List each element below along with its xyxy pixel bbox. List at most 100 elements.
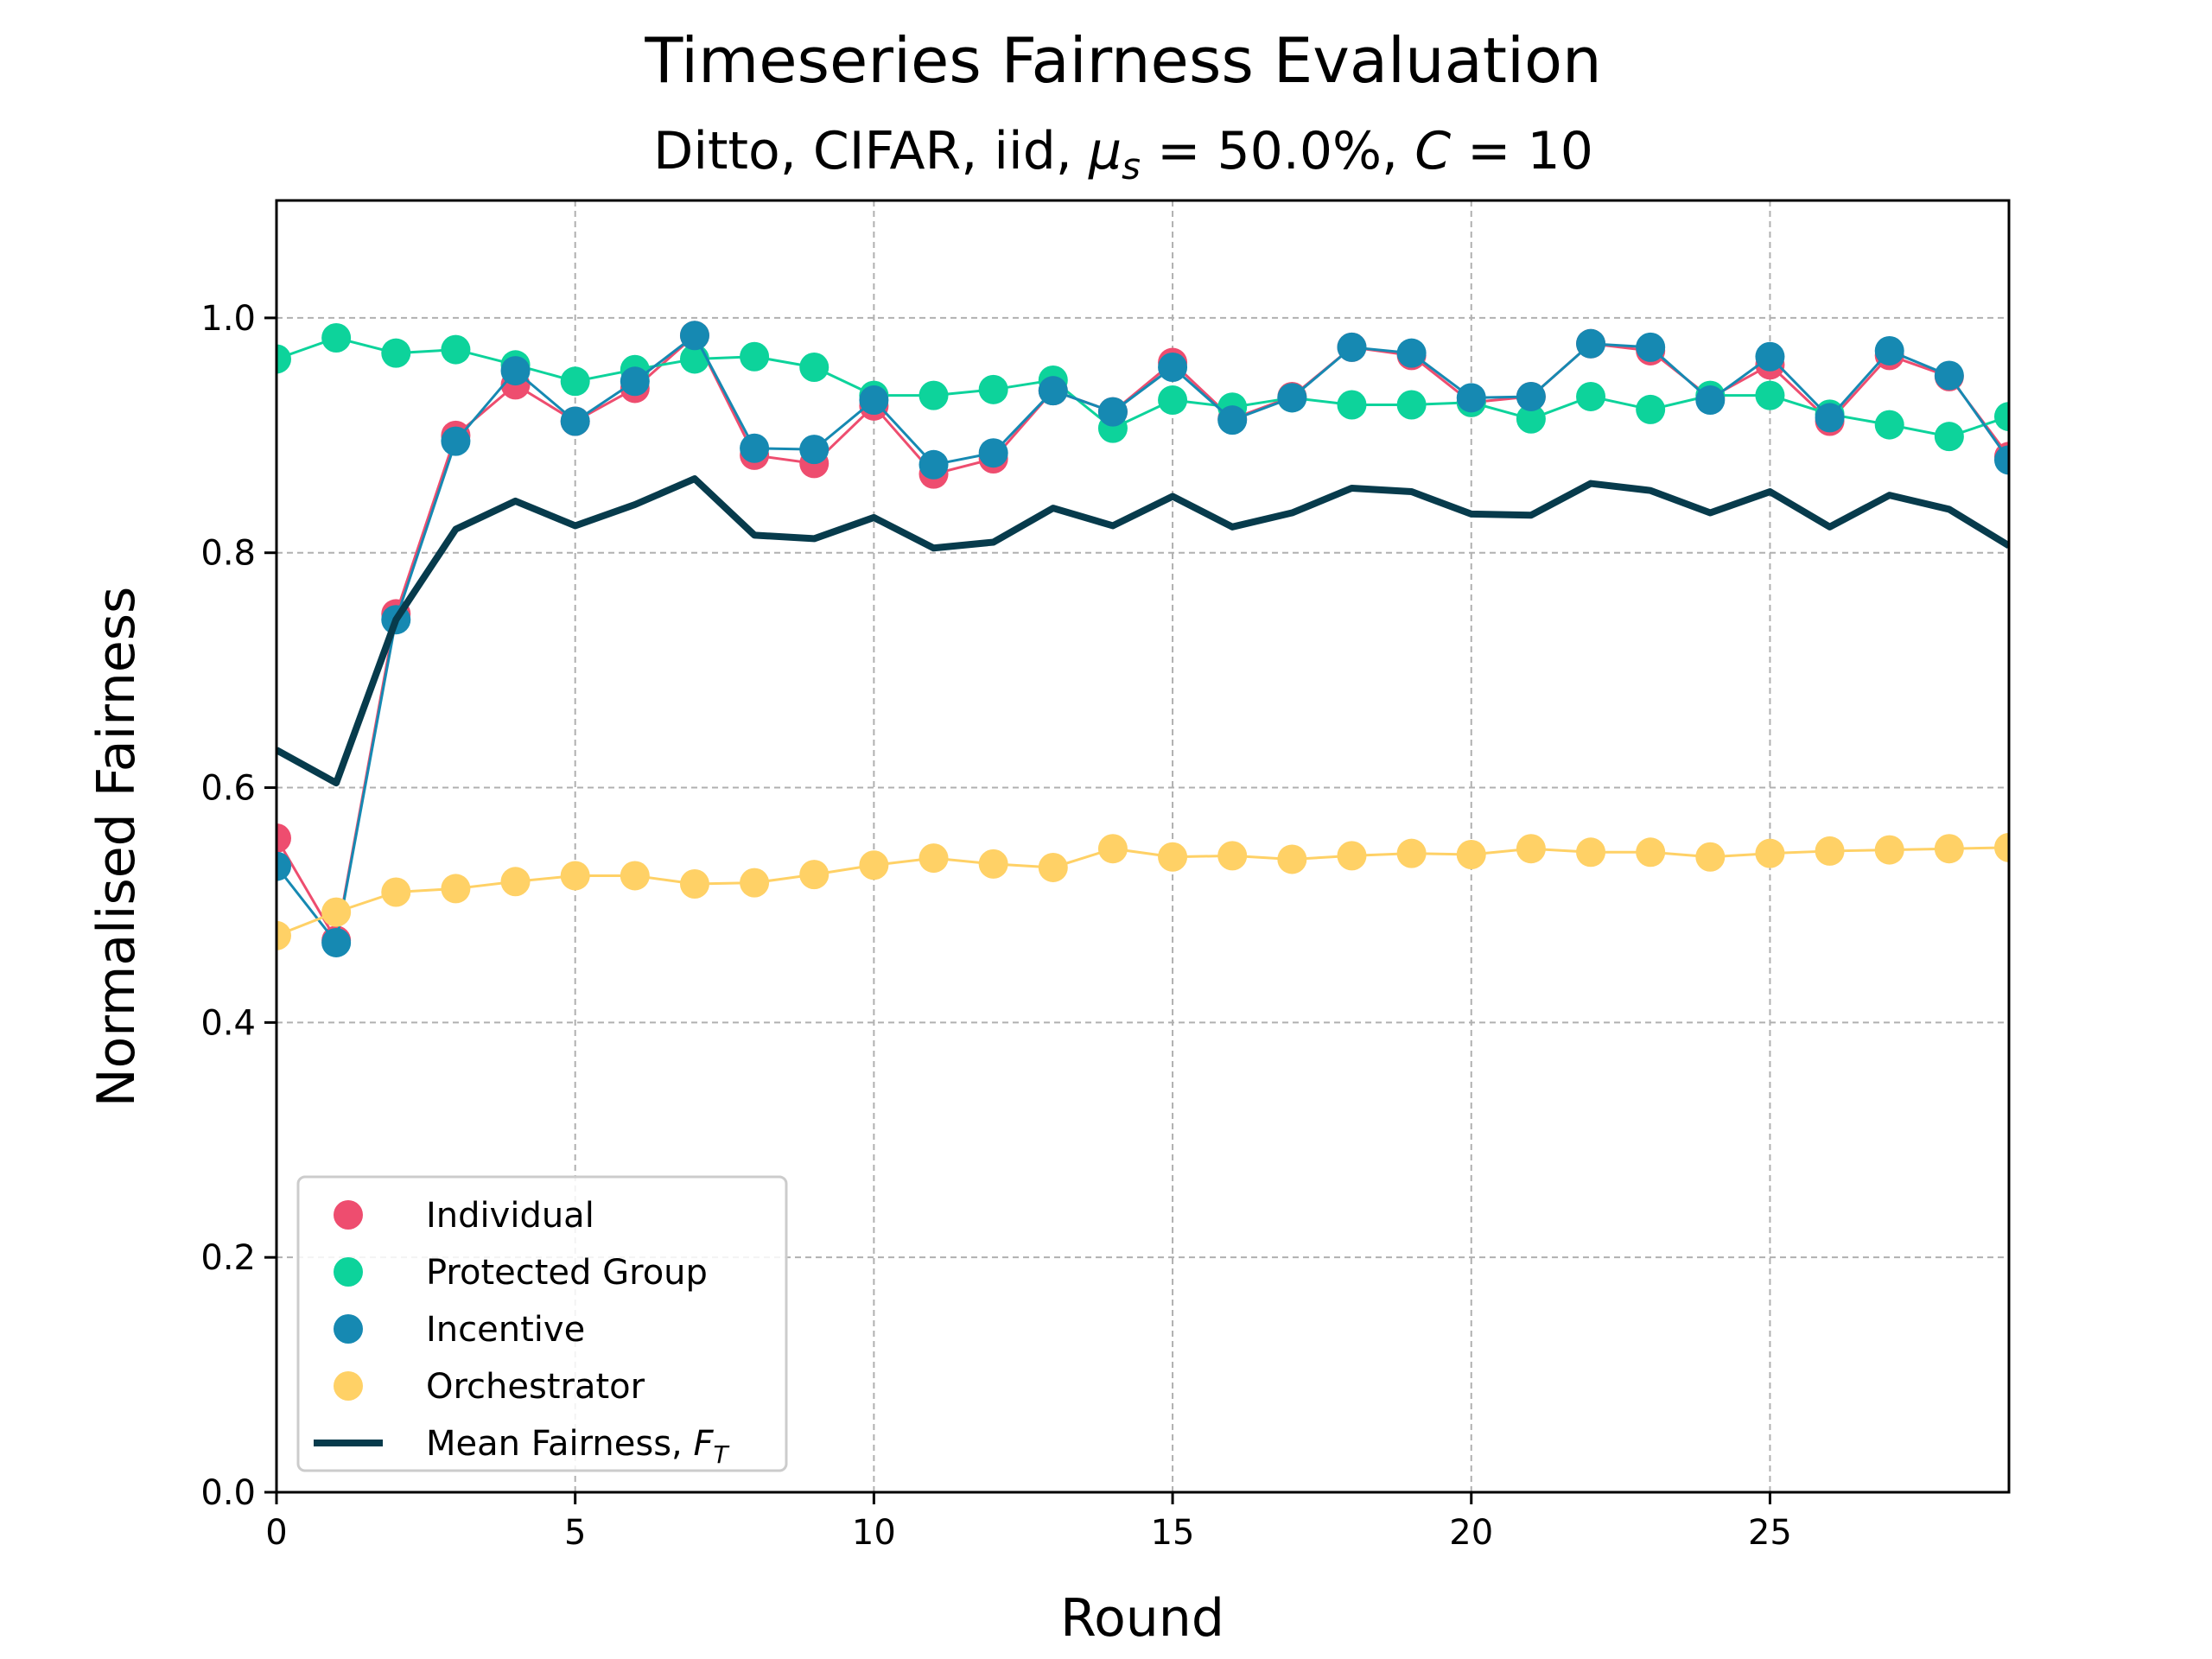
- data-point-incentive: [1217, 405, 1248, 435]
- data-point-incentive: [859, 385, 889, 416]
- legend-label-individual: Individual: [426, 1196, 594, 1236]
- data-point-protected-group: [1396, 390, 1427, 420]
- chart-subtitle: Ditto, CIFAR, iid, μs = 50.0%, C = 10: [653, 121, 1593, 188]
- y-tick-label: 0.4: [200, 1003, 256, 1043]
- data-point-protected-group: [1337, 390, 1367, 420]
- data-point-orchestrator: [441, 874, 471, 904]
- data-point-incentive: [1277, 383, 1307, 413]
- data-point-orchestrator: [276, 920, 291, 950]
- data-point-incentive: [1396, 338, 1427, 368]
- data-point-incentive: [978, 438, 1008, 468]
- data-point-orchestrator: [1277, 844, 1307, 874]
- data-point-incentive: [1695, 385, 1726, 416]
- legend-swatch-protected-group: [334, 1257, 363, 1287]
- data-point-incentive: [276, 851, 291, 881]
- data-point-orchestrator: [1456, 840, 1486, 870]
- y-tick-label: 0.2: [200, 1238, 256, 1278]
- data-point-incentive: [740, 433, 770, 463]
- x-tick-label: 15: [1151, 1513, 1195, 1553]
- data-point-orchestrator: [500, 867, 531, 897]
- data-point-protected-group: [381, 338, 411, 368]
- x-tick-label: 25: [1748, 1513, 1792, 1553]
- data-point-orchestrator: [1815, 836, 1845, 866]
- data-point-protected-group: [740, 341, 770, 372]
- data-point-orchestrator: [918, 843, 949, 874]
- data-point-individual: [276, 823, 291, 853]
- y-tick-label: 1.0: [200, 299, 256, 339]
- data-point-protected-group: [276, 344, 291, 374]
- data-point-protected-group: [441, 334, 471, 365]
- data-point-orchestrator: [381, 877, 411, 907]
- data-point-incentive: [1337, 332, 1367, 362]
- data-point-protected-group: [1158, 385, 1188, 416]
- legend-label-incentive: Incentive: [426, 1310, 585, 1350]
- data-point-protected-group: [918, 380, 949, 410]
- plot-area: [276, 321, 2009, 957]
- data-point-orchestrator: [1158, 842, 1188, 872]
- subtitle-c: C: [1414, 121, 1451, 181]
- subtitle-mu-sub: s: [1122, 145, 1141, 188]
- data-point-orchestrator: [1337, 841, 1367, 871]
- data-point-incentive: [918, 449, 949, 480]
- series-layer: [276, 321, 2009, 957]
- data-point-incentive: [1636, 332, 1666, 362]
- data-point-orchestrator: [1636, 837, 1666, 868]
- data-point-incentive: [441, 426, 471, 456]
- data-point-protected-group: [1576, 381, 1606, 411]
- data-point-protected-group: [799, 352, 830, 382]
- data-point-orchestrator: [1038, 852, 1068, 882]
- x-tick-label: 5: [564, 1513, 586, 1553]
- y-axis-label: Normalised Fairness: [86, 587, 147, 1108]
- x-tick-label: 20: [1449, 1513, 1493, 1553]
- data-point-incentive: [1158, 352, 1188, 382]
- data-point-orchestrator: [620, 861, 650, 891]
- legend-box: [296, 1175, 788, 1472]
- subtitle-eq2: = 10: [1451, 121, 1593, 181]
- data-point-incentive: [321, 927, 352, 957]
- data-point-protected-group: [321, 323, 352, 353]
- data-point-incentive: [1874, 335, 1904, 365]
- data-point-orchestrator: [740, 868, 770, 898]
- y-tick-label: 0.8: [200, 534, 256, 574]
- data-point-incentive: [560, 406, 590, 436]
- legend-swatch-orchestrator: [334, 1371, 363, 1401]
- legend-swatch-individual: [334, 1200, 363, 1230]
- data-point-orchestrator: [1994, 832, 2009, 862]
- data-point-protected-group: [1755, 380, 1785, 410]
- data-point-protected-group: [1934, 422, 1964, 452]
- data-point-protected-group: [1636, 394, 1666, 424]
- data-point-orchestrator: [1217, 841, 1248, 871]
- y-tick-label: 0.6: [200, 769, 256, 809]
- subtitle-eq1: = 50.0%,: [1141, 121, 1414, 181]
- x-tick-label: 0: [265, 1513, 287, 1553]
- data-point-protected-group: [1516, 404, 1546, 434]
- data-point-protected-group: [560, 366, 590, 397]
- data-point-incentive: [679, 321, 709, 351]
- data-point-incentive: [1994, 445, 2009, 475]
- data-point-incentive: [1815, 403, 1845, 433]
- axes: 0 5 10 15 20 25 0.0 0.2 0.4 0.6 0.8 1.0: [200, 299, 1792, 1553]
- legend: Individual Protected Group Incentive Orches…: [296, 1175, 788, 1472]
- data-point-incentive: [620, 366, 650, 397]
- data-point-incentive: [1934, 360, 1964, 391]
- data-point-incentive: [500, 356, 531, 386]
- x-axis-label: Round: [1060, 1588, 1224, 1649]
- data-point-incentive: [1456, 383, 1486, 413]
- series-line-orchestrator: [276, 846, 2009, 938]
- data-point-incentive: [799, 435, 830, 465]
- data-point-orchestrator: [1934, 834, 1964, 864]
- data-point-protected-group: [978, 374, 1008, 404]
- x-tick-label: 10: [852, 1513, 896, 1553]
- chart-title: Timeseries Fairness Evaluation: [644, 24, 1601, 97]
- data-point-orchestrator: [978, 849, 1008, 879]
- data-point-incentive: [1038, 376, 1068, 406]
- data-point-incentive: [1516, 381, 1546, 411]
- y-tick-label: 0.0: [200, 1473, 256, 1513]
- data-point-orchestrator: [560, 861, 590, 891]
- data-point-incentive: [1097, 397, 1128, 427]
- data-point-incentive: [1576, 328, 1606, 359]
- data-point-orchestrator: [321, 897, 352, 927]
- series-line-individual: [276, 333, 2009, 944]
- subtitle-mu: μ: [1088, 121, 1122, 181]
